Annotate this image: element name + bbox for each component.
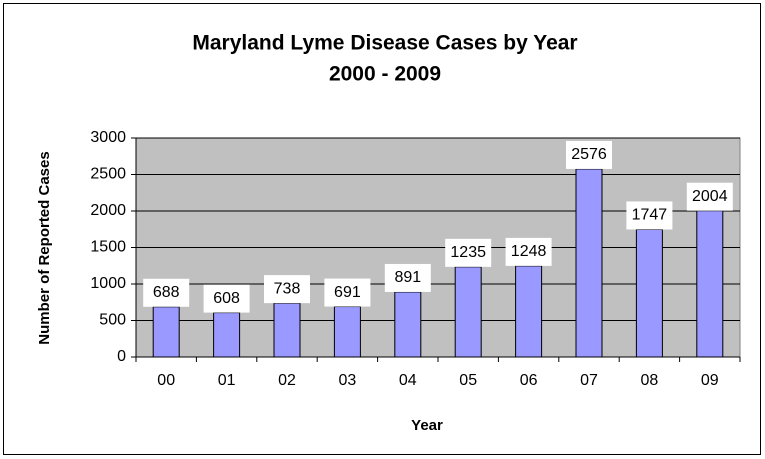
value-label-box <box>324 278 371 307</box>
value-label-box <box>143 278 190 307</box>
bar <box>333 306 361 358</box>
y-tick-label: 500 <box>99 312 126 329</box>
value-label-box <box>686 182 733 211</box>
x-tick-label: 07 <box>580 372 598 389</box>
value-label: 738 <box>274 280 301 297</box>
chart-title: Maryland Lyme Disease Cases by Year <box>192 32 577 55</box>
x-tick-label: 04 <box>399 372 417 389</box>
x-tick-label: 02 <box>278 372 296 389</box>
x-tick-label: 05 <box>459 372 477 389</box>
value-label: 2004 <box>692 188 728 205</box>
y-axis-title: Number of Reported Cases <box>36 151 53 344</box>
value-label: 1747 <box>632 207 668 224</box>
x-tick-label: 01 <box>218 372 236 389</box>
chart-subtitle: 2000 - 2009 <box>329 63 441 86</box>
value-label: 2576 <box>571 146 607 163</box>
y-tick-label: 0 <box>117 348 126 365</box>
value-label: 688 <box>153 284 180 301</box>
value-label: 608 <box>213 290 240 307</box>
value-label: 691 <box>334 284 361 301</box>
value-label-box <box>445 238 492 267</box>
bar <box>575 168 603 358</box>
x-tick-label: 09 <box>701 372 719 389</box>
value-label-box <box>203 284 250 313</box>
value-label-box <box>505 237 552 266</box>
value-label: 1248 <box>511 243 547 260</box>
value-label-box <box>566 140 612 169</box>
y-tick-label: 1500 <box>90 239 126 256</box>
value-label-box <box>264 275 310 304</box>
bar <box>213 312 241 358</box>
bar <box>454 266 482 358</box>
y-tick-label: 3000 <box>90 129 126 146</box>
y-tick-label: 2000 <box>90 202 126 219</box>
bar <box>394 291 422 358</box>
bar <box>635 228 663 358</box>
bar <box>696 210 724 358</box>
value-label-box <box>626 201 673 230</box>
value-label: 1235 <box>450 244 486 261</box>
value-label-box <box>384 263 431 292</box>
x-tick-label: 03 <box>339 372 357 389</box>
x-tick-label: 06 <box>520 372 538 389</box>
bar <box>515 265 543 358</box>
y-tick-label: 2500 <box>90 166 126 183</box>
x-tick-label: 08 <box>641 372 659 389</box>
x-axis-title: Year <box>411 417 443 434</box>
bar <box>152 306 180 358</box>
value-label: 891 <box>394 269 421 286</box>
x-tick-label: 00 <box>157 372 175 389</box>
y-tick-label: 1000 <box>90 275 126 292</box>
bar <box>273 302 301 358</box>
